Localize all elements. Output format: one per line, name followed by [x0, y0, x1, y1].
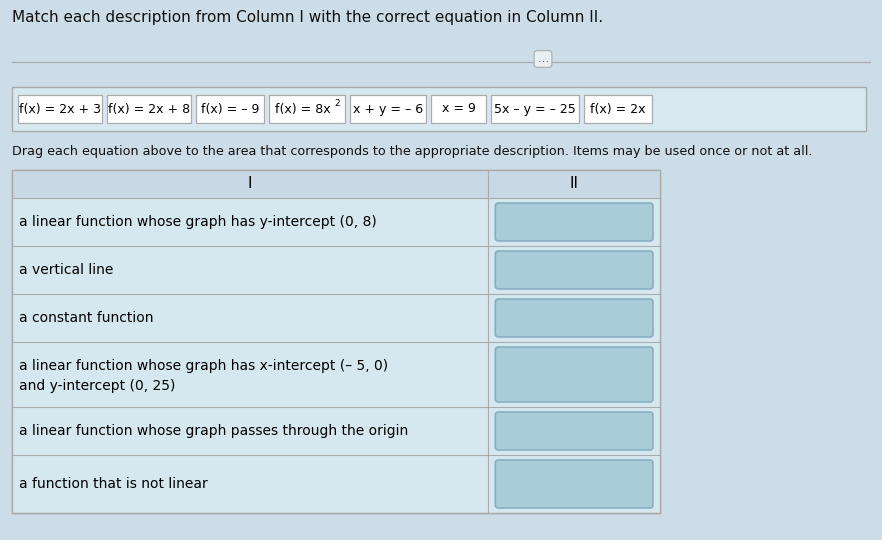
FancyBboxPatch shape [584, 95, 652, 123]
FancyBboxPatch shape [107, 95, 191, 123]
Text: f(x) = 2x + 8: f(x) = 2x + 8 [108, 103, 190, 116]
Bar [12, 342, 660, 407]
Text: a linear function whose graph has x-intercept (– 5, 0): a linear function whose graph has x-inte… [19, 359, 388, 373]
Text: f(x) = 8x: f(x) = 8x [275, 103, 331, 116]
Text: f(x) = 2x + 3: f(x) = 2x + 3 [19, 103, 101, 116]
Bar [12, 198, 660, 246]
FancyBboxPatch shape [496, 412, 653, 450]
Text: a linear function whose graph has y-intercept (0, 8): a linear function whose graph has y-inte… [19, 215, 377, 229]
Text: 2: 2 [334, 99, 340, 109]
Bar [12, 170, 660, 513]
FancyBboxPatch shape [496, 203, 653, 241]
Text: a linear function whose graph passes through the origin: a linear function whose graph passes thr… [19, 424, 408, 438]
Text: I: I [248, 177, 252, 192]
Bar [12, 246, 660, 294]
FancyBboxPatch shape [269, 95, 345, 123]
Bar [12, 294, 660, 342]
Text: a function that is not linear: a function that is not linear [19, 477, 208, 491]
FancyBboxPatch shape [496, 347, 653, 402]
Bar [12, 455, 660, 513]
Text: 5x – y = – 25: 5x – y = – 25 [494, 103, 576, 116]
Text: f(x) = – 9: f(x) = – 9 [201, 103, 259, 116]
FancyBboxPatch shape [12, 87, 866, 131]
Bar [12, 407, 660, 455]
Text: …: … [537, 54, 549, 64]
FancyBboxPatch shape [350, 95, 426, 123]
Text: a vertical line: a vertical line [19, 263, 114, 277]
FancyBboxPatch shape [496, 460, 653, 508]
FancyBboxPatch shape [18, 95, 102, 123]
FancyBboxPatch shape [496, 251, 653, 289]
Text: II: II [570, 177, 579, 192]
Bar [12, 170, 660, 513]
Text: f(x) = 2x: f(x) = 2x [590, 103, 646, 116]
Text: and y-intercept (0, 25): and y-intercept (0, 25) [19, 379, 176, 393]
FancyBboxPatch shape [196, 95, 264, 123]
Text: Drag each equation above to the area that corresponds to the appropriate descrip: Drag each equation above to the area tha… [12, 145, 812, 158]
FancyBboxPatch shape [431, 95, 486, 123]
FancyBboxPatch shape [496, 299, 653, 337]
Text: x + y = – 6: x + y = – 6 [353, 103, 423, 116]
Text: x = 9: x = 9 [442, 103, 475, 116]
Text: Match each description from Column I with the correct equation in Column II.: Match each description from Column I wit… [12, 10, 603, 25]
Text: a constant function: a constant function [19, 311, 153, 325]
FancyBboxPatch shape [491, 95, 579, 123]
Bar [12, 170, 660, 198]
